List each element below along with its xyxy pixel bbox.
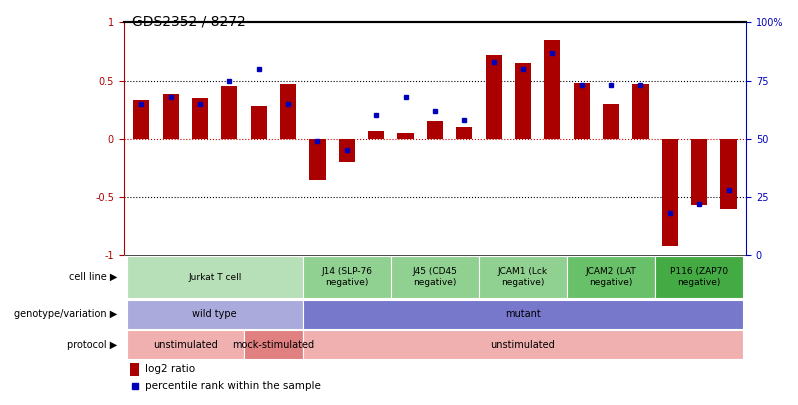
Bar	[427, 121, 443, 139]
Bar	[485, 55, 502, 139]
Bar	[163, 94, 179, 139]
Text: unstimulated: unstimulated	[491, 340, 555, 350]
Bar	[391, 256, 479, 298]
Text: J14 (SLP-76
negative): J14 (SLP-76 negative)	[322, 267, 373, 287]
Bar	[127, 256, 302, 298]
Bar	[632, 84, 649, 139]
Bar	[280, 84, 296, 139]
Bar	[479, 256, 567, 298]
Bar	[302, 256, 391, 298]
Bar	[603, 104, 619, 139]
Text: unstimulated: unstimulated	[153, 340, 218, 350]
Text: JCAM1 (Lck
negative): JCAM1 (Lck negative)	[498, 267, 548, 287]
Bar	[691, 139, 707, 205]
Text: cell line ▶: cell line ▶	[69, 272, 117, 282]
Bar	[574, 83, 590, 139]
Bar	[221, 86, 238, 139]
Text: J45 (CD45
negative): J45 (CD45 negative)	[413, 267, 457, 287]
Text: percentile rank within the sample: percentile rank within the sample	[145, 381, 322, 391]
Text: wild type: wild type	[192, 309, 237, 319]
Text: Jurkat T cell: Jurkat T cell	[188, 273, 241, 281]
Bar	[127, 330, 244, 360]
Text: mutant: mutant	[505, 309, 541, 319]
Bar	[544, 40, 560, 139]
Bar	[192, 98, 208, 139]
Bar	[515, 63, 531, 139]
Text: JCAM2 (LAT
negative): JCAM2 (LAT negative)	[586, 267, 637, 287]
Text: GDS2352 / 8272: GDS2352 / 8272	[132, 14, 246, 28]
Bar	[339, 139, 355, 162]
Bar	[662, 139, 678, 246]
Bar	[302, 330, 743, 360]
Text: log2 ratio: log2 ratio	[145, 364, 196, 374]
Bar	[133, 100, 149, 139]
Bar	[567, 256, 655, 298]
Bar	[721, 139, 737, 209]
Bar	[655, 256, 743, 298]
Bar	[302, 300, 743, 329]
Text: P116 (ZAP70
negative): P116 (ZAP70 negative)	[670, 267, 729, 287]
Text: genotype/variation ▶: genotype/variation ▶	[14, 309, 117, 319]
Text: protocol ▶: protocol ▶	[67, 340, 117, 350]
Bar	[127, 300, 302, 329]
Bar	[251, 106, 267, 139]
Bar	[368, 130, 385, 139]
Bar	[130, 363, 139, 376]
Text: mock-stimulated: mock-stimulated	[232, 340, 314, 350]
Bar	[456, 127, 472, 139]
Bar	[310, 139, 326, 179]
Bar	[397, 133, 413, 139]
Bar	[244, 330, 302, 360]
